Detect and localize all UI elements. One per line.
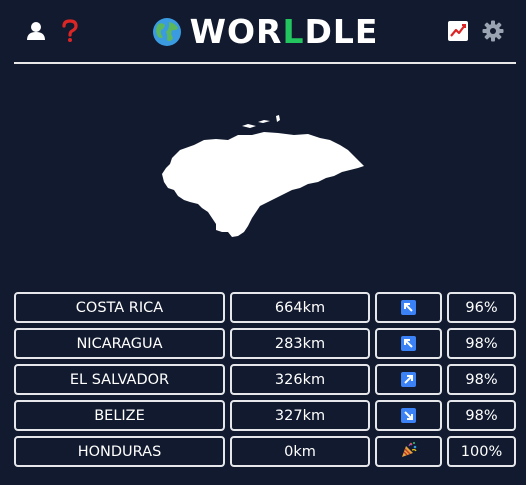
arrow-north-west-icon (401, 336, 416, 351)
title-part-2: L (282, 12, 305, 51)
guess-row: HONDURAS 0km 100% (14, 436, 516, 467)
guess-country: COSTA RICA (14, 292, 225, 323)
guess-distance: 326km (230, 364, 370, 395)
guess-direction (375, 400, 442, 431)
arrow-north-west-icon (401, 300, 416, 315)
guess-direction (375, 436, 442, 467)
title-part-3: DLE (304, 12, 379, 51)
guess-direction (375, 364, 442, 395)
guess-country: EL SALVADOR (14, 364, 225, 395)
guess-row: EL SALVADOR 326km 98% (14, 364, 516, 395)
guess-distance: 327km (230, 400, 370, 431)
guess-list: COSTA RICA 664km 96% NICARAGUA 283km 98%… (14, 292, 516, 472)
help-icon[interactable] (57, 18, 83, 44)
guess-country: BELIZE (14, 400, 225, 431)
title-part-1: WOR (189, 12, 283, 51)
guess-distance: 0km (230, 436, 370, 467)
guess-country: NICARAGUA (14, 328, 225, 359)
arrow-south-east-icon (401, 408, 416, 423)
globe-icon (152, 16, 182, 46)
guess-proximity: 96% (447, 292, 516, 323)
guess-country: HONDURAS (14, 436, 225, 467)
guess-proximity: 98% (447, 400, 516, 431)
settings-icon[interactable] (480, 18, 506, 44)
guess-row: COSTA RICA 664km 96% (14, 292, 516, 323)
party-popper-icon (400, 441, 418, 463)
guess-direction (375, 292, 442, 323)
header: WORLDLE (14, 0, 516, 62)
guess-row: BELIZE 327km 98% (14, 400, 516, 431)
guess-row: NICARAGUA 283km 98% (14, 328, 516, 359)
country-silhouette (158, 114, 370, 242)
guess-direction (375, 328, 442, 359)
guess-proximity: 100% (447, 436, 516, 467)
guess-distance: 664km (230, 292, 370, 323)
header-divider (14, 62, 516, 64)
guess-proximity: 98% (447, 364, 516, 395)
arrow-north-east-icon (401, 372, 416, 387)
guess-distance: 283km (230, 328, 370, 359)
user-icon[interactable] (23, 18, 49, 44)
game-title: WORLDLE (14, 12, 516, 52)
stats-icon[interactable] (445, 18, 471, 44)
guess-proximity: 98% (447, 328, 516, 359)
